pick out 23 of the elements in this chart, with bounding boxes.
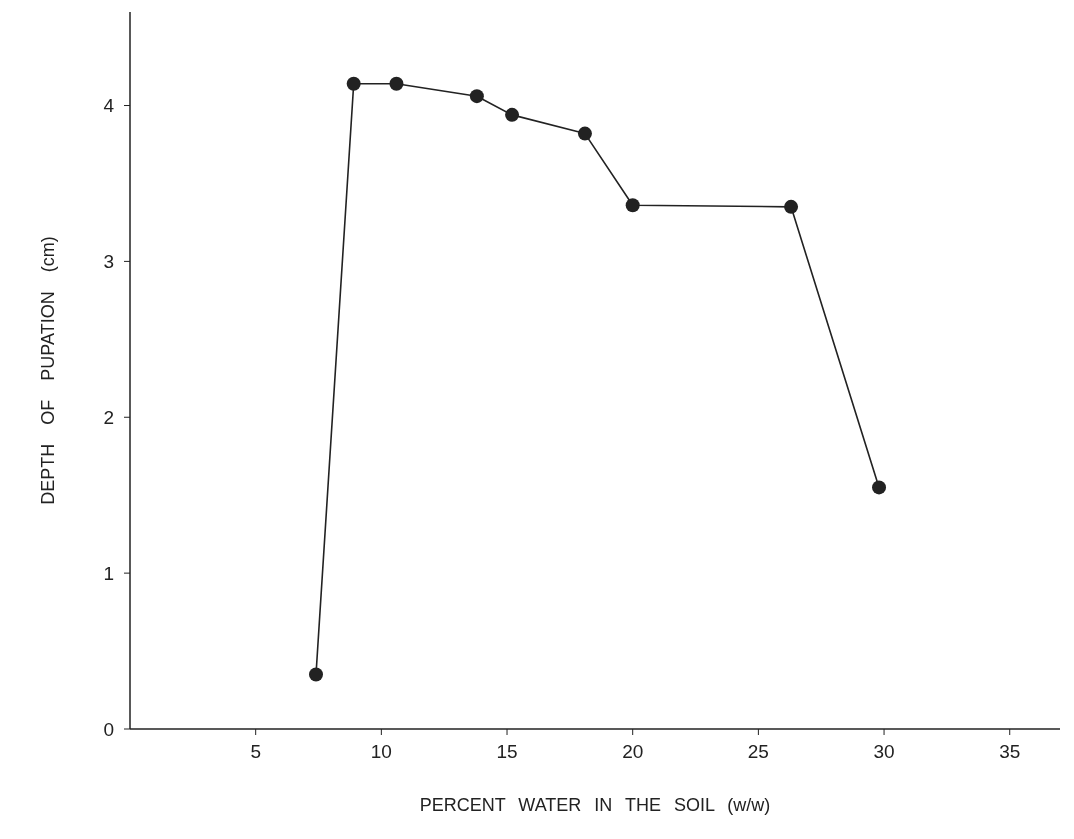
x-tick-label: 20 (622, 741, 644, 763)
x-tick-label: 15 (496, 741, 518, 763)
point (784, 199, 799, 214)
point (309, 667, 323, 682)
y-axis-title: DEPTH OF PUPATION (cm) (38, 236, 59, 505)
x-tick-label: 30 (873, 741, 895, 763)
x-tick-label: 5 (250, 741, 261, 763)
y-tick-label: 4 (103, 95, 115, 117)
x-tick-label: 10 (370, 741, 392, 763)
point (872, 480, 887, 495)
y-tick-label: 2 (103, 407, 114, 429)
y-tick-label: 3 (103, 251, 114, 273)
x-tick-label: 35 (999, 741, 1021, 763)
x-axis-title: PERCENT WATER IN THE SOIL (w/w) (419, 795, 771, 815)
y-tick-label: 0 (103, 718, 114, 740)
point (625, 198, 640, 213)
point (389, 76, 404, 91)
x-tick-label: 25 (747, 741, 769, 763)
point (577, 126, 592, 141)
point (346, 76, 361, 91)
point (505, 107, 520, 122)
y-tick-label: 1 (103, 562, 114, 584)
point (469, 89, 484, 104)
